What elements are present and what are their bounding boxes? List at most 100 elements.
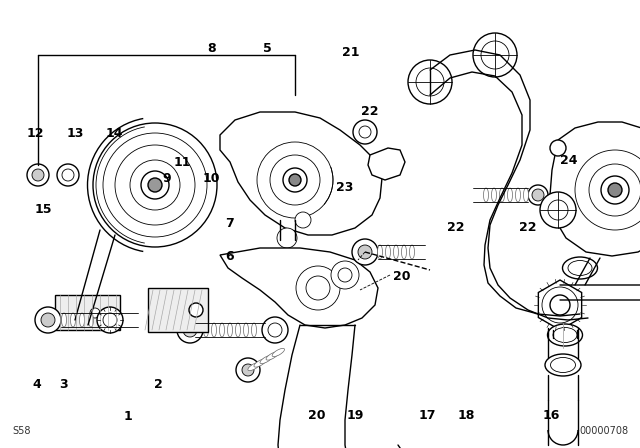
Text: S58: S58 — [12, 426, 31, 436]
Circle shape — [130, 160, 180, 210]
Circle shape — [277, 228, 297, 248]
Circle shape — [540, 192, 576, 228]
Ellipse shape — [515, 188, 520, 202]
Circle shape — [306, 276, 330, 300]
Ellipse shape — [254, 359, 266, 367]
Ellipse shape — [248, 362, 260, 370]
Circle shape — [358, 245, 372, 259]
Text: 1: 1 — [124, 410, 132, 423]
Polygon shape — [220, 112, 382, 235]
Ellipse shape — [236, 323, 241, 337]
Ellipse shape — [547, 324, 582, 346]
Text: 24: 24 — [559, 154, 577, 167]
Text: 10: 10 — [202, 172, 220, 185]
Circle shape — [236, 358, 260, 382]
Circle shape — [262, 317, 288, 343]
Ellipse shape — [401, 245, 406, 259]
Ellipse shape — [220, 323, 225, 337]
Circle shape — [270, 155, 320, 205]
Circle shape — [359, 126, 371, 138]
Circle shape — [473, 33, 517, 77]
Text: 8: 8 — [207, 42, 216, 55]
Circle shape — [93, 123, 217, 247]
Circle shape — [416, 68, 444, 96]
Polygon shape — [368, 148, 405, 180]
Ellipse shape — [378, 245, 383, 259]
Ellipse shape — [410, 245, 415, 259]
Ellipse shape — [115, 313, 120, 327]
Circle shape — [289, 174, 301, 186]
Circle shape — [353, 120, 377, 144]
Ellipse shape — [394, 245, 399, 259]
Ellipse shape — [204, 323, 209, 337]
Ellipse shape — [227, 323, 232, 337]
Text: 6: 6 — [225, 250, 234, 263]
Ellipse shape — [88, 313, 93, 327]
Circle shape — [97, 307, 123, 333]
Ellipse shape — [97, 313, 102, 327]
Circle shape — [481, 41, 509, 69]
Ellipse shape — [499, 188, 504, 202]
Circle shape — [141, 171, 169, 199]
Circle shape — [27, 164, 49, 186]
Polygon shape — [550, 122, 640, 256]
Text: 22: 22 — [519, 221, 537, 234]
Ellipse shape — [106, 313, 111, 327]
Circle shape — [62, 169, 74, 181]
Text: 14: 14 — [105, 127, 123, 140]
Circle shape — [601, 176, 629, 204]
Ellipse shape — [483, 188, 488, 202]
Polygon shape — [538, 280, 582, 330]
Circle shape — [352, 239, 378, 265]
Ellipse shape — [568, 260, 592, 276]
Text: 9: 9 — [162, 172, 171, 185]
Ellipse shape — [508, 188, 513, 202]
Ellipse shape — [243, 323, 248, 337]
Text: 22: 22 — [447, 221, 465, 234]
Ellipse shape — [195, 323, 200, 337]
Text: 20: 20 — [393, 270, 411, 284]
Polygon shape — [148, 288, 208, 332]
Circle shape — [90, 308, 100, 318]
Circle shape — [331, 261, 359, 289]
Text: 23: 23 — [335, 181, 353, 194]
Ellipse shape — [79, 313, 84, 327]
Circle shape — [242, 364, 254, 376]
Ellipse shape — [563, 257, 598, 279]
Text: 16: 16 — [543, 409, 561, 422]
Ellipse shape — [545, 354, 581, 376]
Text: 17: 17 — [419, 409, 436, 422]
Circle shape — [548, 200, 568, 220]
Ellipse shape — [550, 358, 575, 372]
Ellipse shape — [524, 188, 529, 202]
Circle shape — [338, 268, 352, 282]
Text: 19: 19 — [346, 409, 364, 422]
Circle shape — [550, 295, 570, 315]
Text: 00000708: 00000708 — [579, 426, 628, 436]
Ellipse shape — [266, 352, 278, 360]
Circle shape — [103, 133, 207, 237]
Circle shape — [608, 183, 622, 197]
Ellipse shape — [70, 313, 76, 327]
Ellipse shape — [272, 349, 285, 357]
Text: 3: 3 — [60, 378, 68, 391]
Circle shape — [575, 150, 640, 230]
Polygon shape — [55, 295, 120, 330]
Ellipse shape — [211, 323, 216, 337]
Text: 2: 2 — [154, 378, 163, 391]
Circle shape — [257, 142, 333, 218]
Circle shape — [32, 169, 44, 181]
Ellipse shape — [260, 355, 273, 364]
Circle shape — [589, 164, 640, 216]
Text: 18: 18 — [457, 409, 475, 422]
Text: 20: 20 — [308, 409, 326, 422]
Circle shape — [35, 307, 61, 333]
Circle shape — [41, 313, 55, 327]
Text: 5: 5 — [263, 42, 272, 55]
Text: 7: 7 — [225, 216, 234, 230]
Circle shape — [528, 185, 548, 205]
Ellipse shape — [252, 323, 257, 337]
Circle shape — [296, 266, 340, 310]
Circle shape — [550, 140, 566, 156]
Circle shape — [283, 168, 307, 192]
